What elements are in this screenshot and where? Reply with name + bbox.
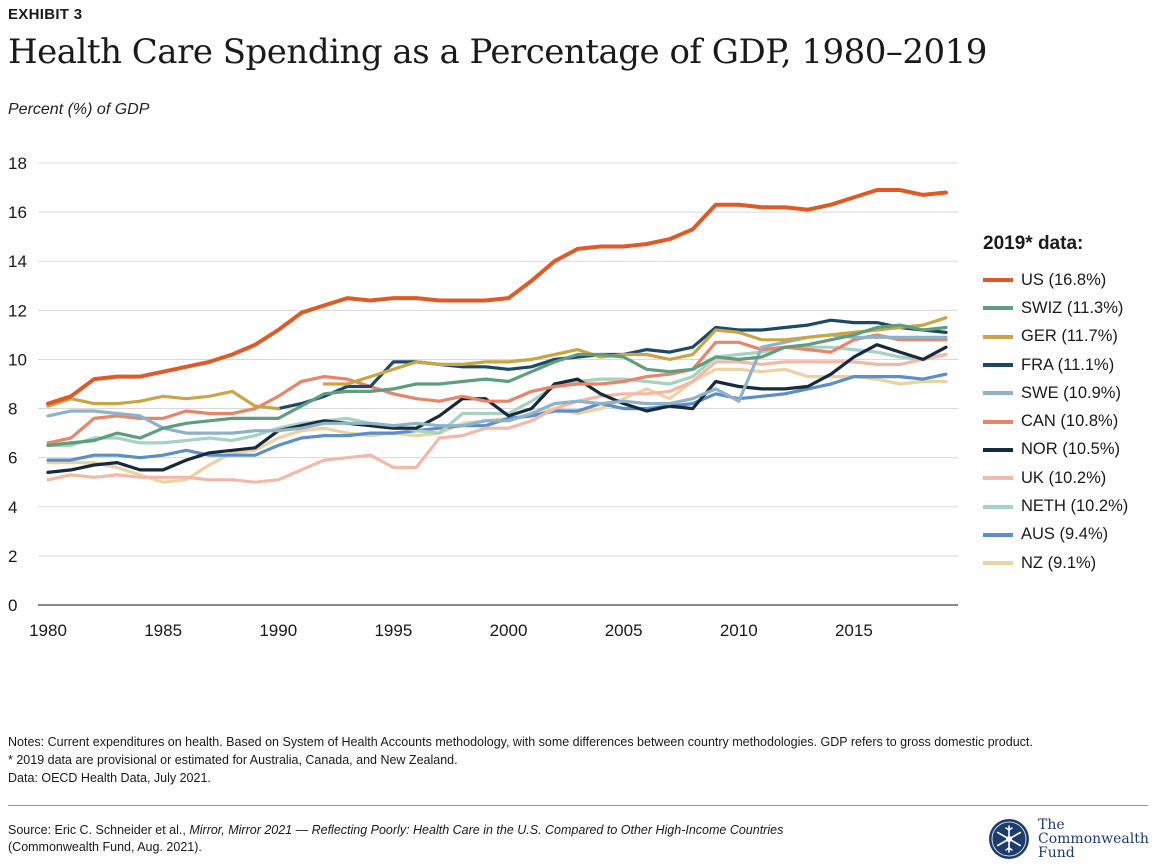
legend-label: NOR (10.5%) (1021, 440, 1121, 459)
legend-item: SWE (10.9%) (983, 379, 1128, 407)
legend-label: AUS (9.4%) (1021, 525, 1109, 544)
legend-item: FRA (11.1%) (983, 351, 1128, 379)
x-tick-label: 1980 (29, 621, 67, 640)
legend-label: UK (10.2%) (1021, 468, 1107, 487)
logo-line-1: The (1038, 817, 1065, 833)
y-tick-label: 2 (8, 547, 17, 566)
legend-item: GER (11.7%) (983, 323, 1128, 351)
source-citation: Source: Eric C. Schneider et al., Mirror… (8, 822, 908, 856)
y-axis-label: Percent (%) of GDP (8, 101, 150, 118)
x-tick-label: 1985 (144, 621, 182, 640)
y-tick-label: 0 (8, 596, 17, 615)
notes-line-3: Data: OECD Health Data, July 2021. (8, 771, 211, 785)
legend-items: US (16.8%) SWIZ (11.3%) GER (11.7%) FRA (11… (983, 266, 1128, 577)
legend-swatch (983, 504, 1013, 509)
series-line-can (46, 333, 948, 445)
x-tick-label: 2015 (835, 621, 873, 640)
series-line-nor (46, 343, 948, 474)
series-lines (46, 188, 948, 484)
legend-item: NOR (10.5%) (983, 436, 1128, 464)
x-tick-label: 1990 (259, 621, 297, 640)
legend-title: 2019* data: (983, 233, 1084, 254)
legend-swatch (983, 532, 1013, 537)
legend: 2019* data: US (16.8%) SWIZ (11.3%) GER (1… (983, 233, 1128, 577)
series-line-uk (46, 352, 948, 484)
legend-label: NZ (9.1%) (1021, 553, 1097, 572)
exhibit-label: EXHIBIT 3 (8, 6, 83, 23)
y-tick-label: 4 (8, 498, 17, 517)
legend-swatch (983, 363, 1013, 368)
legend-item: AUS (9.4%) (983, 521, 1128, 549)
legend-swatch (983, 278, 1013, 283)
legend-swatch (983, 561, 1013, 566)
commonwealth-fund-logo: The Commonwealth Fund (988, 818, 1149, 860)
source-suffix: (Commonwealth Fund, Aug. 2021). (8, 840, 202, 854)
gridlines (38, 162, 958, 606)
x-tick-label: 1995 (374, 621, 412, 640)
y-tick-label: 10 (8, 350, 27, 369)
source-prefix: Source: Eric C. Schneider et al., (8, 823, 190, 837)
source-report-title: Mirror, Mirror 2021 — Reflecting Poorly:… (189, 823, 784, 837)
y-tick-label: 16 (8, 203, 27, 222)
legend-label: FRA (11.1%) (1021, 355, 1115, 374)
legend-label: GER (11.7%) (1021, 327, 1118, 346)
snowflake-seal-icon (989, 819, 1029, 859)
legend-item: NETH (10.2%) (983, 492, 1128, 520)
logo-line-3: Fund (1038, 845, 1075, 861)
y-tick-label: 6 (8, 449, 17, 468)
x-tick-label: 2000 (490, 621, 528, 640)
line-chart: 0 2 4 6 8 10 12 14 16 18 1980 1985 1990 1995 2000 2005… (8, 154, 958, 640)
divider (8, 805, 1148, 806)
y-tick-label: 14 (8, 252, 27, 271)
legend-swatch (983, 334, 1013, 339)
series-line-aus (46, 372, 948, 462)
legend-item: SWIZ (11.3%) (983, 294, 1128, 322)
notes-line-2: * 2019 data are provisional or estimated… (8, 753, 458, 767)
chart-title: Health Care Spending as a Percentage of … (8, 32, 987, 72)
legend-swatch (983, 447, 1013, 452)
legend-item: CAN (10.8%) (983, 407, 1128, 435)
series-line-swiz (46, 323, 948, 447)
legend-swatch (983, 419, 1013, 424)
legend-label: US (16.8%) (1021, 270, 1107, 289)
series-line-us (46, 188, 948, 406)
x-tick-labels: 1980 1985 1990 1995 2000 2005 2010 2015 (29, 621, 873, 640)
logo-wordmark: The Commonwealth Fund (1038, 818, 1149, 860)
legend-swatch (983, 391, 1013, 396)
legend-label: NETH (10.2%) (1021, 497, 1129, 516)
legend-label: SWIZ (11.3%) (1021, 298, 1124, 317)
legend-item: NZ (9.1%) (983, 549, 1128, 577)
y-tick-label: 12 (8, 301, 27, 320)
notes-line-1: Notes: Current expenditures on health. B… (8, 735, 1033, 749)
legend-item: UK (10.2%) (983, 464, 1128, 492)
legend-swatch (983, 476, 1013, 481)
legend-item: US (16.8%) (983, 266, 1128, 294)
y-tick-label: 18 (8, 154, 27, 173)
logo-line-2: Commonwealth (1038, 831, 1149, 847)
x-tick-label: 2005 (605, 621, 643, 640)
x-tick-label: 2010 (720, 621, 758, 640)
legend-swatch (983, 306, 1013, 311)
legend-label: SWE (10.9%) (1021, 383, 1121, 402)
y-tick-label: 8 (8, 400, 17, 419)
series-line-ger (46, 316, 948, 411)
notes: Notes: Current expenditures on health. B… (8, 733, 1128, 787)
y-tick-labels: 0 2 4 6 8 10 12 14 16 18 (8, 154, 27, 615)
legend-label: CAN (10.8%) (1021, 412, 1119, 431)
